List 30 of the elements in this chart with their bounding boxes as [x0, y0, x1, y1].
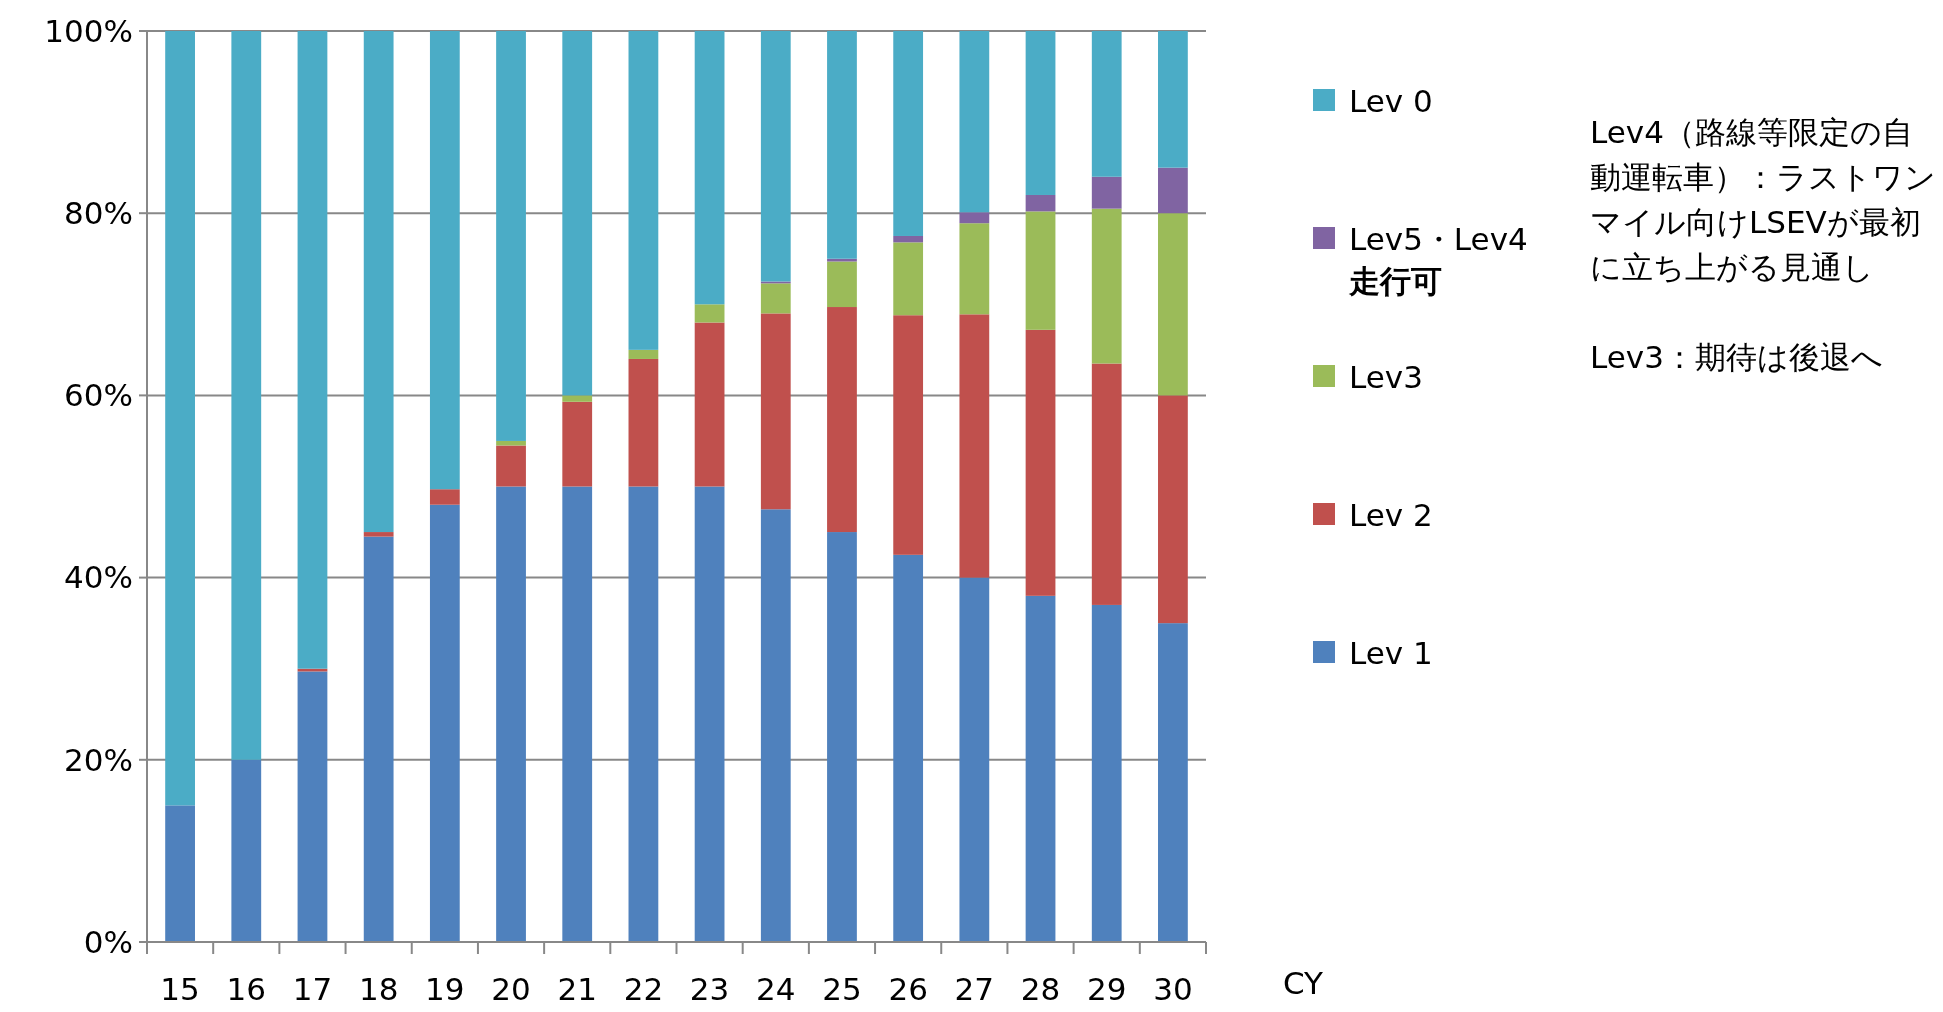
legend-label: Lev5・Lev4 走行可 [1348, 220, 1528, 299]
x-tick-label: 22 [623, 971, 664, 1007]
x-tick-label: 18 [358, 971, 399, 1007]
legend-label: Lev 0 [1349, 82, 1433, 119]
x-tick-label: 27 [954, 971, 995, 1007]
legend-label: Lev 1 [1349, 634, 1433, 671]
y-tick-label: 100% [44, 12, 133, 49]
x-tick-label: 24 [756, 971, 796, 1007]
x-tick-label: 20 [491, 971, 531, 1007]
x-tick-label: 16 [226, 971, 267, 1007]
legend-label: Lev 2 [1349, 496, 1433, 533]
x-tick-label: 23 [689, 971, 730, 1007]
x-tick-label: 19 [425, 971, 465, 1007]
text: Lev4（路線等限定の自動運転車）：ラストワンマイル向けLSEVが最初に立ち上がる見通し [1590, 114, 1936, 285]
y-tick-label: 80% [64, 195, 133, 232]
y-tick-label: 60% [64, 377, 133, 414]
y-tick-label: 40% [64, 559, 133, 596]
x-axis-title: CY [1282, 965, 1324, 1001]
text: Lev3：期待は後退へ [1590, 339, 1883, 375]
y-tick-label: 20% [64, 741, 133, 778]
x-tick-label: 21 [557, 971, 597, 1007]
x-tick-label: 29 [1086, 971, 1127, 1007]
legend-label: Lev3 [1349, 358, 1423, 395]
x-tick-label: 26 [888, 971, 928, 1007]
x-tick-label: 28 [1020, 971, 1061, 1007]
y-tick-label: 0% [83, 923, 133, 960]
x-tick-label: 17 [292, 971, 333, 1007]
x-tick-label: 25 [822, 971, 862, 1007]
x-tick-label: 15 [160, 971, 200, 1007]
x-tick-label: 30 [1153, 971, 1193, 1007]
